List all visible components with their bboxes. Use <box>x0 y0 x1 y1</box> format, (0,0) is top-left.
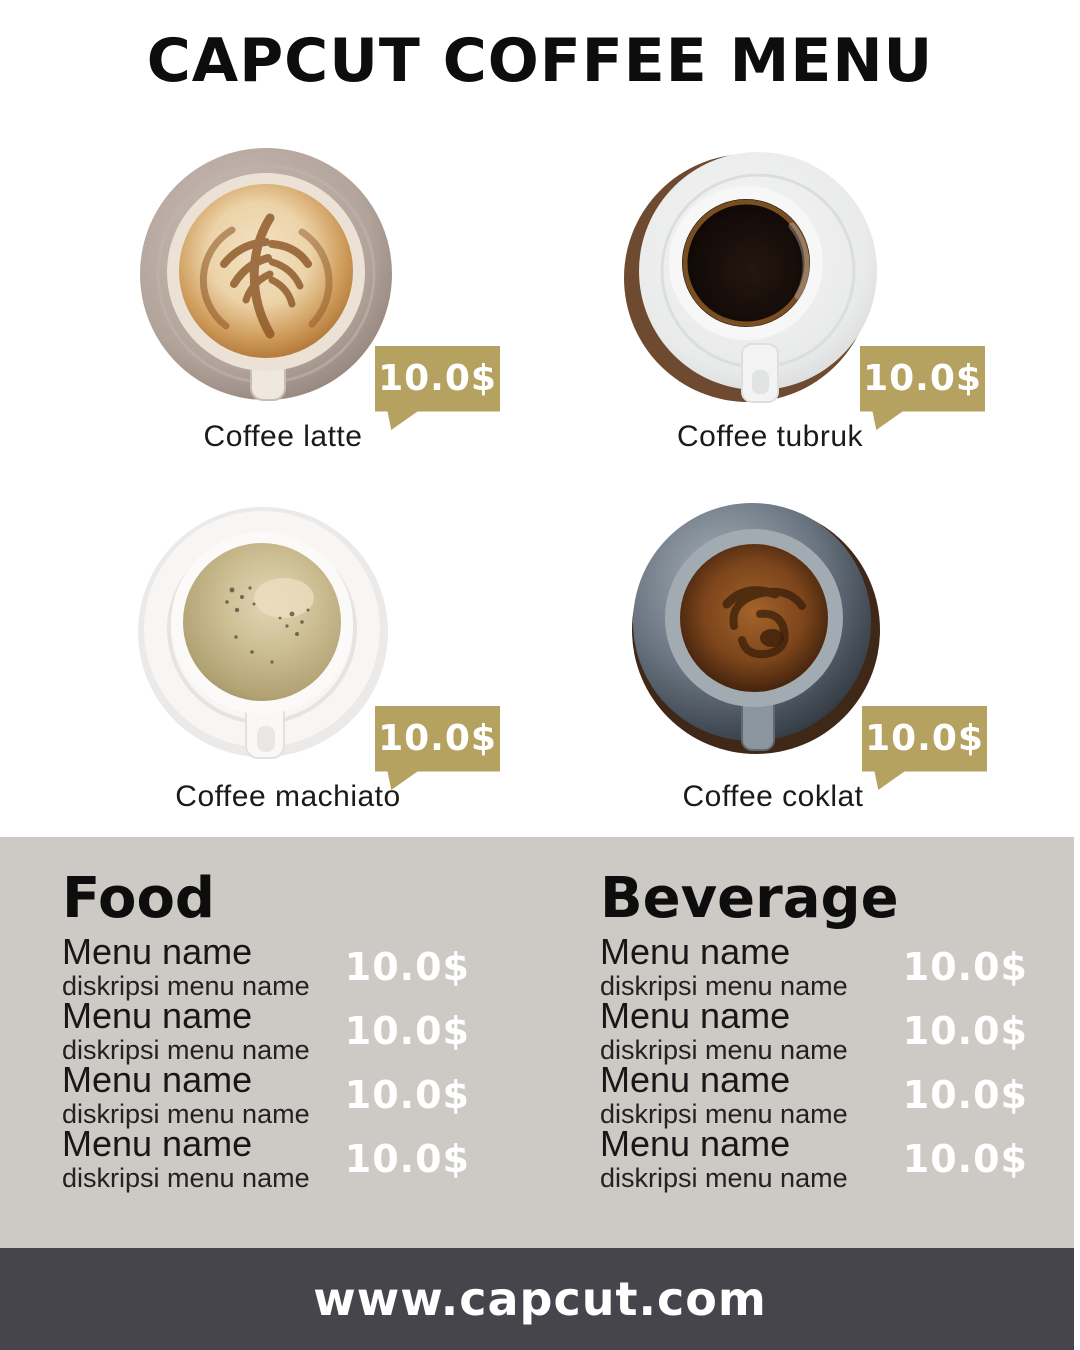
menu-item-price: 10.0$ <box>344 1073 470 1117</box>
black-coffee-image <box>624 152 877 403</box>
product-price: 10.0$ <box>865 718 984 759</box>
menu-item-price: 10.0$ <box>344 1137 470 1181</box>
website-url: www.capcut.com <box>313 1272 767 1326</box>
crema-coffee-image <box>138 507 388 759</box>
menu-item-description: diskripsi menu name <box>600 970 848 1001</box>
menu-item-description: diskripsi menu name <box>600 1162 848 1193</box>
page-title: CAPCUT COFFEE MENU <box>146 26 934 96</box>
menu-item-description: diskripsi menu name <box>62 970 310 1001</box>
menu-row: Menu name diskripsi menu name 10.0$ <box>600 994 1028 1065</box>
chocolate-coffee-image <box>632 503 880 754</box>
menu-item-price: 10.0$ <box>902 1073 1028 1117</box>
menu-item-name: Menu name <box>62 994 253 1036</box>
menu-row-text: Menu name diskripsi menu name <box>62 1122 310 1193</box>
menu-item-name: Menu name <box>600 1122 791 1164</box>
product-card-coffee-latte: 10.0$ Coffee latte <box>60 140 530 480</box>
menu-item-price: 10.0$ <box>902 1137 1028 1181</box>
product-name: Coffee latte <box>203 420 363 453</box>
menu-item-name: Menu name <box>62 1058 253 1100</box>
menu-row-text: Menu name diskripsi menu name <box>600 930 848 1001</box>
menu-row-text: Menu name diskripsi menu name <box>600 1058 848 1129</box>
menu-row: Menu name diskripsi menu name 10.0$ <box>62 1058 470 1129</box>
right-edge-strip <box>1074 837 1080 1350</box>
food-heading: Food <box>62 866 216 931</box>
menu-item-name: Menu name <box>600 994 791 1036</box>
footer-bar: www.capcut.com <box>0 1248 1080 1350</box>
product-name: Coffee machiato <box>175 780 401 813</box>
product-price: 10.0$ <box>378 358 497 399</box>
menu-list-section: Food Menu name diskripsi menu name 10.0$… <box>0 837 1080 1248</box>
menu-item-price: 10.0$ <box>902 1009 1028 1053</box>
product-card-coffee-machiato: 10.0$ Coffee machiato <box>60 500 530 840</box>
price-tag-bubble: 10.0$ <box>860 346 985 430</box>
menu-item-name: Menu name <box>62 1122 253 1164</box>
price-tag-bubble: 10.0$ <box>375 346 500 430</box>
product-card-coffee-coklat: 10.0$ Coffee coklat <box>560 490 1030 830</box>
menu-row-text: Menu name diskripsi menu name <box>600 1122 848 1193</box>
menu-item-description: diskripsi menu name <box>600 1034 848 1065</box>
food-column: Food Menu name diskripsi menu name 10.0$… <box>62 837 470 1248</box>
product-name: Coffee coklat <box>682 780 864 813</box>
menu-row: Menu name diskripsi menu name 10.0$ <box>62 930 470 1001</box>
product-price: 10.0$ <box>378 718 497 759</box>
menu-item-name: Menu name <box>62 930 253 972</box>
menu-row: Menu name diskripsi menu name 10.0$ <box>600 930 1028 1001</box>
product-name: Coffee tubruk <box>676 420 864 453</box>
menu-row-text: Menu name diskripsi menu name <box>600 994 848 1065</box>
menu-row-text: Menu name diskripsi menu name <box>62 930 310 1001</box>
menu-row: Menu name diskripsi menu name 10.0$ <box>600 1122 1028 1193</box>
menu-row: Menu name diskripsi menu name 10.0$ <box>62 994 470 1065</box>
menu-item-description: diskripsi menu name <box>62 1162 310 1193</box>
menu-item-name: Menu name <box>600 930 791 972</box>
product-card-coffee-tubruk: 10.0$ Coffee tubruk <box>560 140 1030 480</box>
beverage-column: Beverage Menu name diskripsi menu name 1… <box>600 837 1028 1248</box>
latte-art-coffee-image <box>140 148 392 401</box>
menu-item-name: Menu name <box>600 1058 791 1100</box>
menu-item-description: diskripsi menu name <box>62 1034 310 1065</box>
menu-item-description: diskripsi menu name <box>62 1098 310 1129</box>
menu-item-price: 10.0$ <box>902 945 1028 989</box>
product-price: 10.0$ <box>863 358 982 399</box>
menu-item-price: 10.0$ <box>344 1009 470 1053</box>
menu-item-price: 10.0$ <box>344 945 470 989</box>
menu-row-text: Menu name diskripsi menu name <box>62 994 310 1065</box>
menu-row-text: Menu name diskripsi menu name <box>62 1058 310 1129</box>
menu-item-description: diskripsi menu name <box>600 1098 848 1129</box>
menu-row: Menu name diskripsi menu name 10.0$ <box>62 1122 470 1193</box>
price-tag-bubble: 10.0$ <box>375 706 500 790</box>
menu-row: Menu name diskripsi menu name 10.0$ <box>600 1058 1028 1129</box>
price-tag-bubble: 10.0$ <box>862 706 987 790</box>
beverage-heading: Beverage <box>600 866 899 931</box>
